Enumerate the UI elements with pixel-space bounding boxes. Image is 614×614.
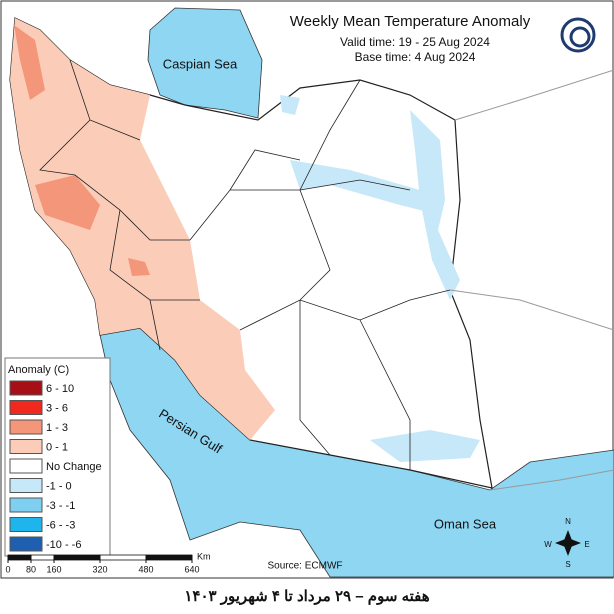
sea-label: Oman Sea	[434, 516, 497, 531]
logo	[560, 17, 596, 53]
legend-swatch	[9, 439, 43, 454]
legend-label: -1 - 0	[46, 480, 72, 492]
legend-swatch	[9, 497, 43, 513]
legend-title: Anomaly (C)	[8, 364, 69, 376]
scale-segment	[53, 554, 101, 561]
scale-segment	[99, 554, 147, 561]
border-line	[454, 69, 614, 121]
compass: N E S W	[544, 517, 589, 569]
legend-swatch	[9, 400, 43, 415]
scale-label: 80	[26, 564, 36, 574]
border-line	[489, 469, 614, 491]
compass-e: E	[584, 540, 589, 549]
base-time: Base time: 4 Aug 2024	[355, 50, 476, 64]
scale-segment	[145, 554, 193, 561]
legend-label: -6 - -3	[46, 519, 75, 531]
scale-label: 480	[138, 564, 153, 574]
anomaly-1-3	[14, 25, 45, 100]
legend-label: 3 - 6	[46, 402, 68, 414]
province-lines	[39, 59, 451, 470]
caption: هفته سوم – ۲۹ مرداد تا ۴ شهریور ۱۴۰۳	[184, 588, 429, 605]
anomaly-1-3	[35, 175, 100, 230]
legend-label: 0 - 1	[46, 441, 68, 453]
anomaly-0-1	[10, 18, 275, 440]
legend-swatch	[9, 517, 43, 532]
sea-label: Caspian Sea	[163, 56, 238, 71]
legend-label: 6 - 10	[46, 383, 74, 395]
valid-time: Valid time: 19 - 25 Aug 2024	[340, 35, 490, 49]
legend-swatch	[9, 380, 43, 396]
scale-label: 320	[92, 564, 107, 574]
legend-swatch	[9, 458, 43, 474]
legend-label: -3 - -1	[46, 500, 75, 512]
anomaly-neg	[290, 160, 440, 215]
legend-swatch	[9, 419, 43, 435]
source: Source: ECMWF	[267, 561, 342, 572]
caspian-sea	[147, 7, 263, 119]
border-line	[449, 289, 614, 331]
compass-s: S	[565, 560, 570, 569]
scale-segment	[30, 554, 55, 561]
scale-segment	[7, 554, 32, 561]
compass-n: N	[565, 517, 571, 526]
legend: 6 - 10 3 - 6 1 - 3 0 - 1 No Change -1 - 0 -3 -…	[9, 380, 102, 552]
anomaly-1-3	[128, 258, 150, 276]
legend-swatch	[9, 536, 43, 552]
anomaly-neg	[410, 110, 460, 300]
legend-label: No Change	[46, 461, 102, 473]
anomaly-neg	[280, 95, 300, 115]
compass-w: W	[544, 540, 552, 549]
legend-label: -10 - -6	[46, 539, 81, 551]
scale-label: 160	[46, 564, 61, 574]
scale-label: 640	[184, 564, 199, 574]
scale-unit: Km	[197, 551, 211, 561]
map-title: Weekly Mean Temperature Anomaly	[290, 13, 531, 30]
scale-label: 0	[5, 564, 10, 574]
legend-swatch	[9, 478, 43, 493]
scale-bar: 0 80 160 320 480 640 Km	[5, 551, 210, 574]
legend-label: 1 - 3	[46, 422, 68, 434]
anomaly-neg	[370, 430, 480, 462]
